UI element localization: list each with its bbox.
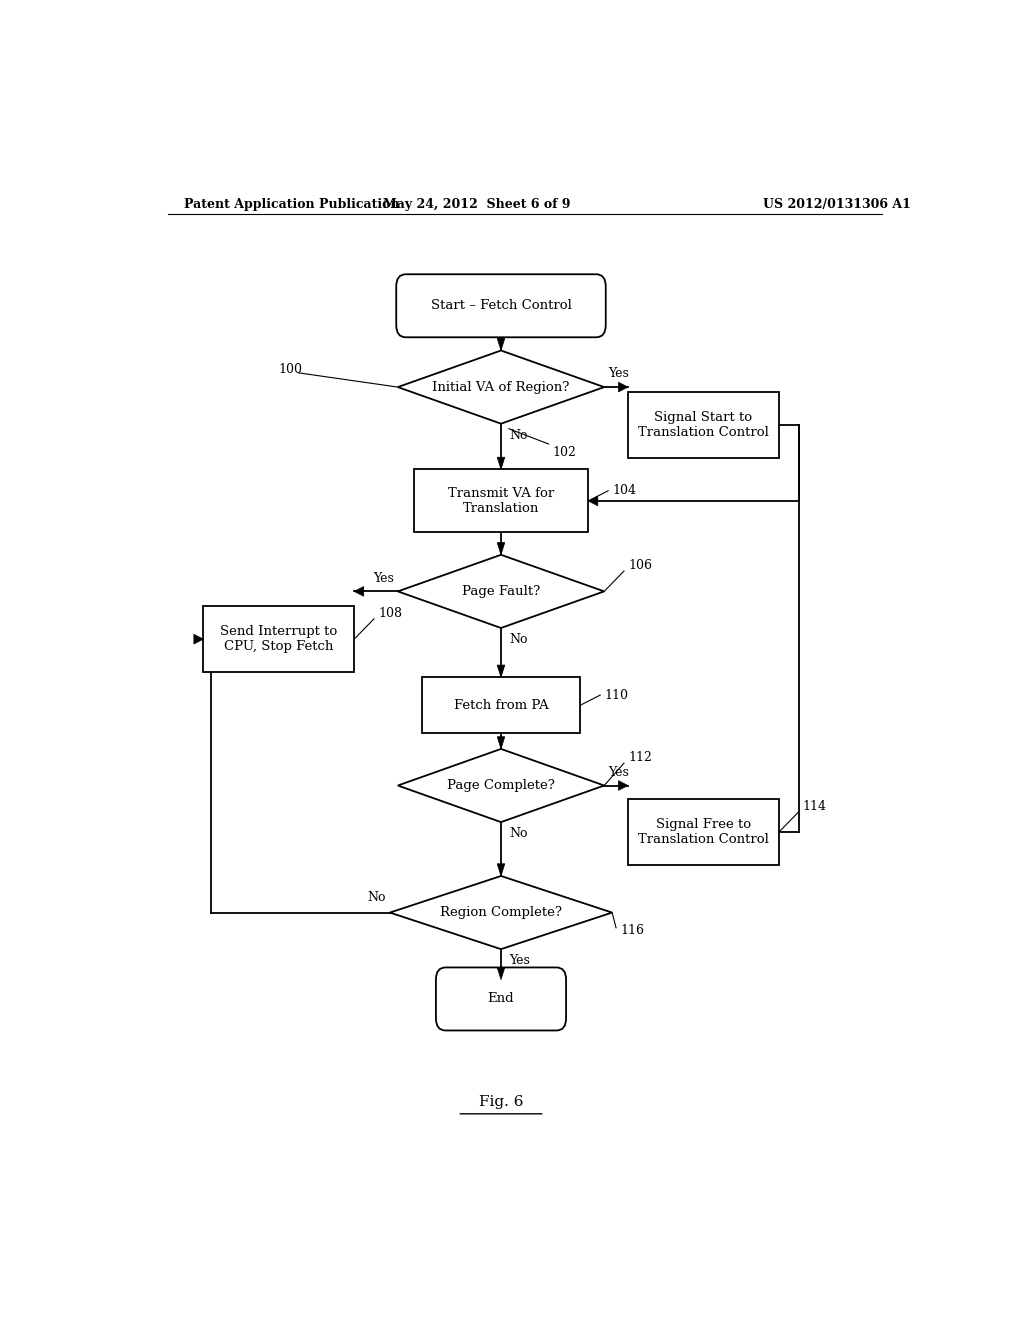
Polygon shape xyxy=(498,338,505,351)
Text: Yes: Yes xyxy=(608,367,629,380)
Text: 104: 104 xyxy=(612,484,636,498)
Polygon shape xyxy=(354,586,364,597)
Text: No: No xyxy=(509,634,527,645)
Text: Start – Fetch Control: Start – Fetch Control xyxy=(430,300,571,313)
FancyBboxPatch shape xyxy=(396,275,606,338)
Text: 116: 116 xyxy=(620,924,644,937)
Text: Yes: Yes xyxy=(373,572,394,585)
Polygon shape xyxy=(498,665,505,677)
Text: 100: 100 xyxy=(279,363,303,376)
Text: Signal Start to
Translation Control: Signal Start to Translation Control xyxy=(638,411,769,438)
Bar xyxy=(628,799,779,866)
Bar xyxy=(628,392,779,458)
Text: No: No xyxy=(509,429,527,442)
Polygon shape xyxy=(618,383,628,392)
Text: US 2012/0131306 A1: US 2012/0131306 A1 xyxy=(763,198,910,211)
Polygon shape xyxy=(390,876,612,949)
Text: Send Interrupt to
CPU, Stop Fetch: Send Interrupt to CPU, Stop Fetch xyxy=(220,626,338,653)
Text: Page Complete?: Page Complete? xyxy=(447,779,555,792)
Polygon shape xyxy=(498,737,505,748)
Polygon shape xyxy=(194,635,204,644)
Text: Fig. 6: Fig. 6 xyxy=(479,1094,523,1109)
Bar xyxy=(204,606,354,672)
Bar xyxy=(414,470,588,532)
Text: 110: 110 xyxy=(604,689,628,701)
Text: No: No xyxy=(509,828,527,841)
Polygon shape xyxy=(397,554,604,628)
Polygon shape xyxy=(498,543,505,554)
Text: 114: 114 xyxy=(803,800,826,813)
Text: Signal Free to
Translation Control: Signal Free to Translation Control xyxy=(638,818,769,846)
Polygon shape xyxy=(618,780,628,791)
Text: Region Complete?: Region Complete? xyxy=(440,906,562,919)
Text: May 24, 2012  Sheet 6 of 9: May 24, 2012 Sheet 6 of 9 xyxy=(383,198,571,211)
Text: Yes: Yes xyxy=(509,954,529,968)
Text: 106: 106 xyxy=(628,560,652,573)
Polygon shape xyxy=(498,968,505,979)
Text: 108: 108 xyxy=(378,607,402,620)
Text: Transmit VA for
Translation: Transmit VA for Translation xyxy=(447,487,554,515)
Polygon shape xyxy=(498,457,505,470)
Bar xyxy=(422,677,581,733)
Polygon shape xyxy=(498,863,505,876)
Text: Page Fault?: Page Fault? xyxy=(462,585,540,598)
Text: 102: 102 xyxy=(553,446,577,458)
Text: Patent Application Publication: Patent Application Publication xyxy=(183,198,399,211)
Text: No: No xyxy=(368,891,386,904)
Polygon shape xyxy=(397,351,604,424)
Text: Initial VA of Region?: Initial VA of Region? xyxy=(432,380,569,393)
Polygon shape xyxy=(397,748,604,822)
FancyBboxPatch shape xyxy=(436,968,566,1031)
Polygon shape xyxy=(588,496,598,506)
Text: Fetch from PA: Fetch from PA xyxy=(454,698,549,711)
Text: 112: 112 xyxy=(628,751,652,763)
Text: End: End xyxy=(487,993,514,1006)
Text: Yes: Yes xyxy=(608,766,629,779)
